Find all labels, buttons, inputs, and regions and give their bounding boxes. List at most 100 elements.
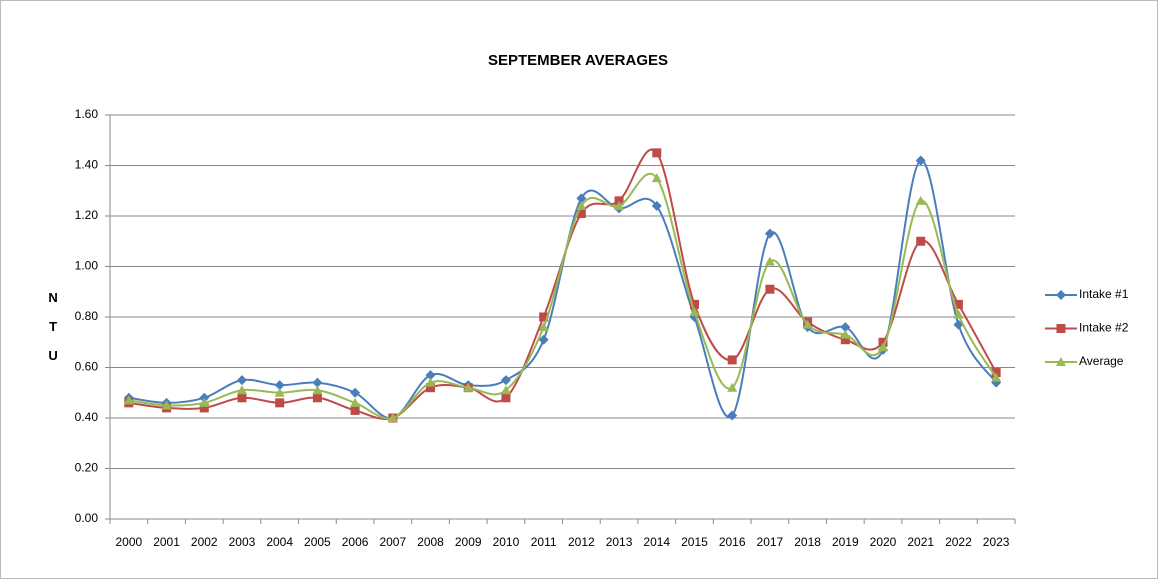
x-tick-label: 2021 xyxy=(907,535,934,549)
data-point xyxy=(651,200,662,211)
data-point xyxy=(840,335,850,345)
data-point xyxy=(689,299,699,309)
legend-marker xyxy=(1056,324,1066,333)
x-tick-label: 2000 xyxy=(116,535,143,549)
y-tick-label: 0.60 xyxy=(75,360,99,374)
x-tick-label: 2014 xyxy=(643,535,670,549)
data-point xyxy=(274,380,285,391)
chart-title: SEPTEMBER AVERAGES xyxy=(488,52,668,69)
data-point xyxy=(915,195,926,205)
y-tick-label: 0.40 xyxy=(75,410,99,424)
x-tick-label: 2007 xyxy=(379,535,406,549)
data-point xyxy=(350,397,361,407)
x-tick-label: 2008 xyxy=(417,535,444,549)
data-point xyxy=(991,368,1001,378)
data-point xyxy=(802,319,813,329)
data-point xyxy=(916,236,926,246)
legend-label: Intake #2 xyxy=(1079,321,1129,335)
data-point xyxy=(199,403,209,413)
series-line xyxy=(128,172,998,420)
x-tick-label: 2009 xyxy=(455,535,482,549)
data-point xyxy=(312,393,322,403)
data-point xyxy=(764,256,775,266)
data-point xyxy=(500,375,511,386)
data-point xyxy=(387,413,398,422)
y-axis-label: NTU xyxy=(46,290,61,377)
x-tick-label: 2013 xyxy=(606,535,633,549)
data-point xyxy=(237,393,247,403)
data-point xyxy=(652,148,662,158)
data-point xyxy=(727,382,738,392)
data-point xyxy=(312,377,323,388)
legend-label: Average xyxy=(1079,354,1124,368)
data-point xyxy=(161,400,172,410)
data-point xyxy=(727,410,738,421)
x-tick-label: 2015 xyxy=(681,535,708,549)
data-point xyxy=(576,193,587,204)
legend-marker xyxy=(1056,290,1066,300)
data-point xyxy=(426,383,436,393)
x-tick-label: 2010 xyxy=(493,535,520,549)
data-point xyxy=(236,385,247,395)
data-point xyxy=(463,382,474,392)
data-point xyxy=(275,398,285,408)
data-point xyxy=(727,355,737,365)
legend-marker xyxy=(1056,357,1066,366)
data-point xyxy=(538,322,549,332)
x-tick-label: 2018 xyxy=(794,535,821,549)
y-tick-label: 0.00 xyxy=(75,511,99,525)
y-tick-label: 0.80 xyxy=(75,309,99,323)
y-tick-label: 0.20 xyxy=(75,461,99,475)
data-point xyxy=(878,337,888,347)
data-point xyxy=(651,173,662,183)
data-point xyxy=(501,393,511,403)
y-tick-label: 1.60 xyxy=(75,107,99,121)
x-tick-label: 2005 xyxy=(304,535,331,549)
x-tick-label: 2011 xyxy=(531,535,557,549)
data-point xyxy=(991,372,1002,382)
data-point xyxy=(236,375,247,386)
data-point xyxy=(123,395,134,405)
y-tick-label: 1.20 xyxy=(75,208,99,222)
x-tick-label: 2020 xyxy=(870,535,897,549)
data-point xyxy=(765,284,775,294)
x-tick-label: 2003 xyxy=(229,535,256,549)
x-tick-label: 2001 xyxy=(153,535,180,549)
data-point xyxy=(425,377,436,387)
data-point xyxy=(539,312,549,322)
x-tick-label: 2022 xyxy=(945,535,972,549)
data-point xyxy=(425,370,436,381)
data-point xyxy=(576,208,586,218)
data-point xyxy=(953,299,963,309)
data-point xyxy=(274,387,285,397)
data-point xyxy=(614,200,625,210)
x-tick-label: 2016 xyxy=(719,535,746,549)
y-tick-label: 1.40 xyxy=(75,158,99,172)
x-tick-label: 2017 xyxy=(757,535,784,549)
data-point xyxy=(350,405,360,415)
data-point xyxy=(953,309,964,319)
data-point xyxy=(840,329,851,339)
data-point xyxy=(199,392,210,403)
data-point xyxy=(840,322,851,333)
data-point xyxy=(689,306,700,316)
data-point xyxy=(538,334,549,345)
data-point xyxy=(312,385,323,395)
x-tick-label: 2004 xyxy=(266,535,293,549)
x-tick-label: 2012 xyxy=(568,535,595,549)
x-tick-label: 2019 xyxy=(832,535,859,549)
data-point xyxy=(915,155,926,166)
x-tick-label: 2006 xyxy=(342,535,369,549)
data-point xyxy=(878,342,889,352)
data-point xyxy=(614,196,624,206)
data-point xyxy=(350,387,361,398)
x-tick-label: 2023 xyxy=(983,535,1010,549)
legend-label: Intake #1 xyxy=(1079,287,1129,301)
data-point xyxy=(500,385,511,395)
y-tick-label: 1.00 xyxy=(75,259,99,273)
data-point xyxy=(199,397,210,407)
x-tick-label: 2002 xyxy=(191,535,218,549)
data-point xyxy=(576,200,587,210)
